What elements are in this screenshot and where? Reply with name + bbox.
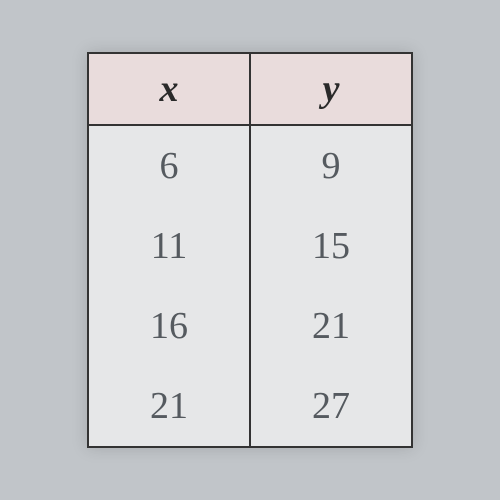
table-cell: 16 <box>89 286 249 366</box>
table-body: 6 11 16 21 9 15 21 27 <box>89 126 411 446</box>
data-table: x y 6 11 16 21 9 15 21 27 <box>87 52 413 448</box>
table-cell: 15 <box>251 206 411 286</box>
table-cell: 21 <box>251 286 411 366</box>
table-header-row: x y <box>89 54 411 126</box>
table-cell: 11 <box>89 206 249 286</box>
table-column-x: 6 11 16 21 <box>89 126 251 446</box>
table-cell: 6 <box>89 126 249 206</box>
table-cell: 27 <box>251 366 411 446</box>
table-cell: 9 <box>251 126 411 206</box>
column-header-x: x <box>89 54 251 124</box>
table-column-y: 9 15 21 27 <box>251 126 411 446</box>
column-header-y: y <box>251 54 411 124</box>
table-cell: 21 <box>89 366 249 446</box>
